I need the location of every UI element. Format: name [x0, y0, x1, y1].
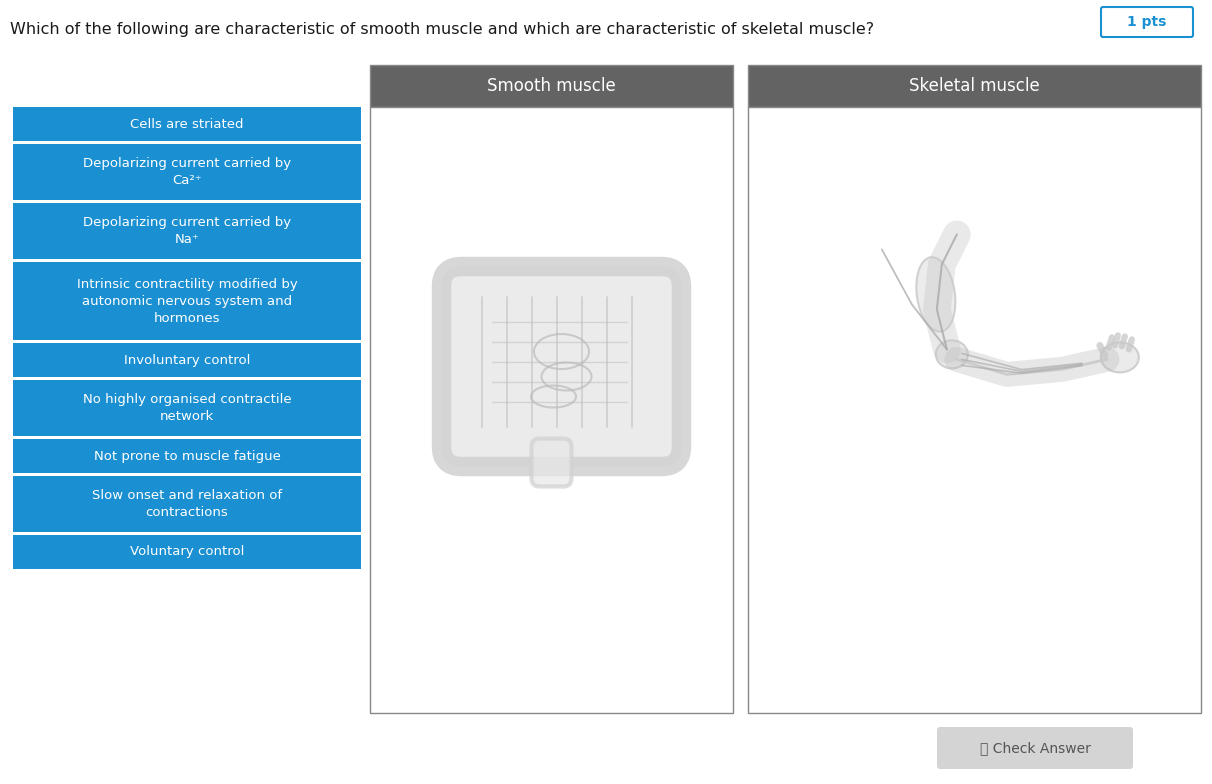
Bar [13, 144, 361, 200]
Text: Which of the following are characteristic of smooth muscle and which are charact: Which of the following are characteristi… [10, 22, 874, 37]
Text: Slow onset and relaxation of
contractions: Slow onset and relaxation of contraction… [92, 489, 282, 519]
Bar [370, 65, 733, 107]
Bar [13, 107, 361, 141]
Text: Voluntary control: Voluntary control [130, 546, 244, 558]
Bar [748, 65, 1201, 107]
Text: Involuntary control: Involuntary control [124, 354, 250, 366]
Bar [13, 262, 361, 340]
Bar [13, 203, 361, 259]
Ellipse shape [916, 257, 955, 332]
FancyBboxPatch shape [937, 727, 1133, 769]
Bar [13, 476, 361, 532]
Text: No highly organised contractile
network: No highly organised contractile network [82, 393, 291, 423]
Text: 👍 Check Answer: 👍 Check Answer [979, 741, 1091, 755]
FancyBboxPatch shape [441, 267, 681, 466]
Bar [13, 380, 361, 436]
Text: Depolarizing current carried by
Na⁺: Depolarizing current carried by Na⁺ [82, 216, 291, 246]
FancyBboxPatch shape [1100, 7, 1193, 37]
Text: Skeletal muscle: Skeletal muscle [909, 77, 1040, 95]
Text: Intrinsic contractility modified by
autonomic nervous system and
hormones: Intrinsic contractility modified by auto… [76, 278, 297, 325]
Bar [13, 535, 361, 569]
Ellipse shape [936, 340, 968, 368]
Ellipse shape [1100, 343, 1139, 372]
Bar [370, 107, 733, 713]
FancyBboxPatch shape [532, 438, 572, 487]
Text: Cells are striated: Cells are striated [130, 118, 244, 130]
Text: 1 pts: 1 pts [1127, 15, 1167, 29]
Bar [13, 439, 361, 473]
Bar [13, 343, 361, 377]
Text: Depolarizing current carried by
Ca²⁺: Depolarizing current carried by Ca²⁺ [82, 157, 291, 187]
Bar [748, 107, 1201, 713]
Text: Not prone to muscle fatigue: Not prone to muscle fatigue [93, 449, 280, 463]
Text: Smooth muscle: Smooth muscle [487, 77, 616, 95]
